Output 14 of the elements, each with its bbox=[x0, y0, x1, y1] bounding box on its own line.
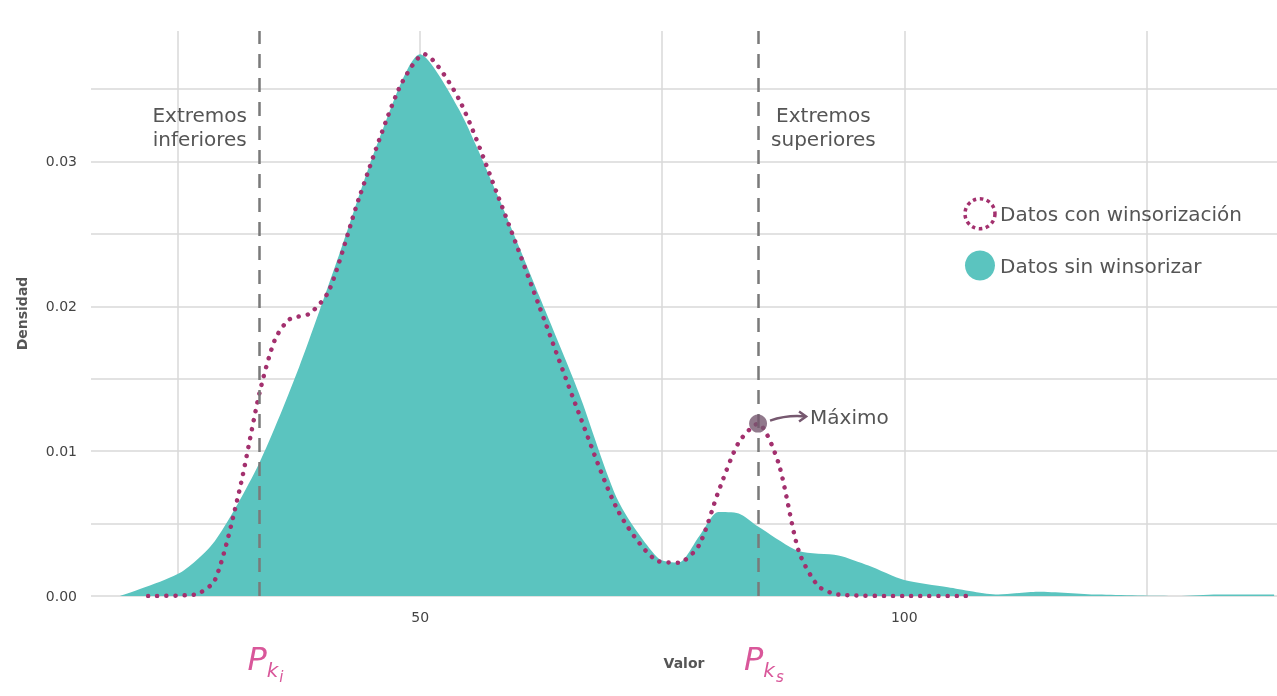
annotation: Extremos inferiores bbox=[152, 103, 247, 151]
y-tick-label: 0.02 bbox=[45, 298, 77, 315]
x-tick-label: 100 bbox=[890, 609, 918, 625]
annotation: Extremos superiores bbox=[771, 103, 876, 151]
y-tick-label: 0.00 bbox=[45, 588, 77, 604]
annotation: Máximo bbox=[810, 404, 889, 429]
line-series bbox=[145, 51, 969, 599]
x-axis-title: Valor bbox=[663, 655, 705, 671]
legend-label: Datos sin winsorizar bbox=[999, 253, 1203, 278]
y-axis-title: Densidad bbox=[14, 276, 30, 351]
legend-label: Datos con winsorización bbox=[999, 201, 1243, 226]
x-tick-label: 50 bbox=[411, 609, 430, 625]
y-tick-label: 0.03 bbox=[45, 153, 77, 170]
y-tick-label: 0.01 bbox=[45, 443, 77, 460]
